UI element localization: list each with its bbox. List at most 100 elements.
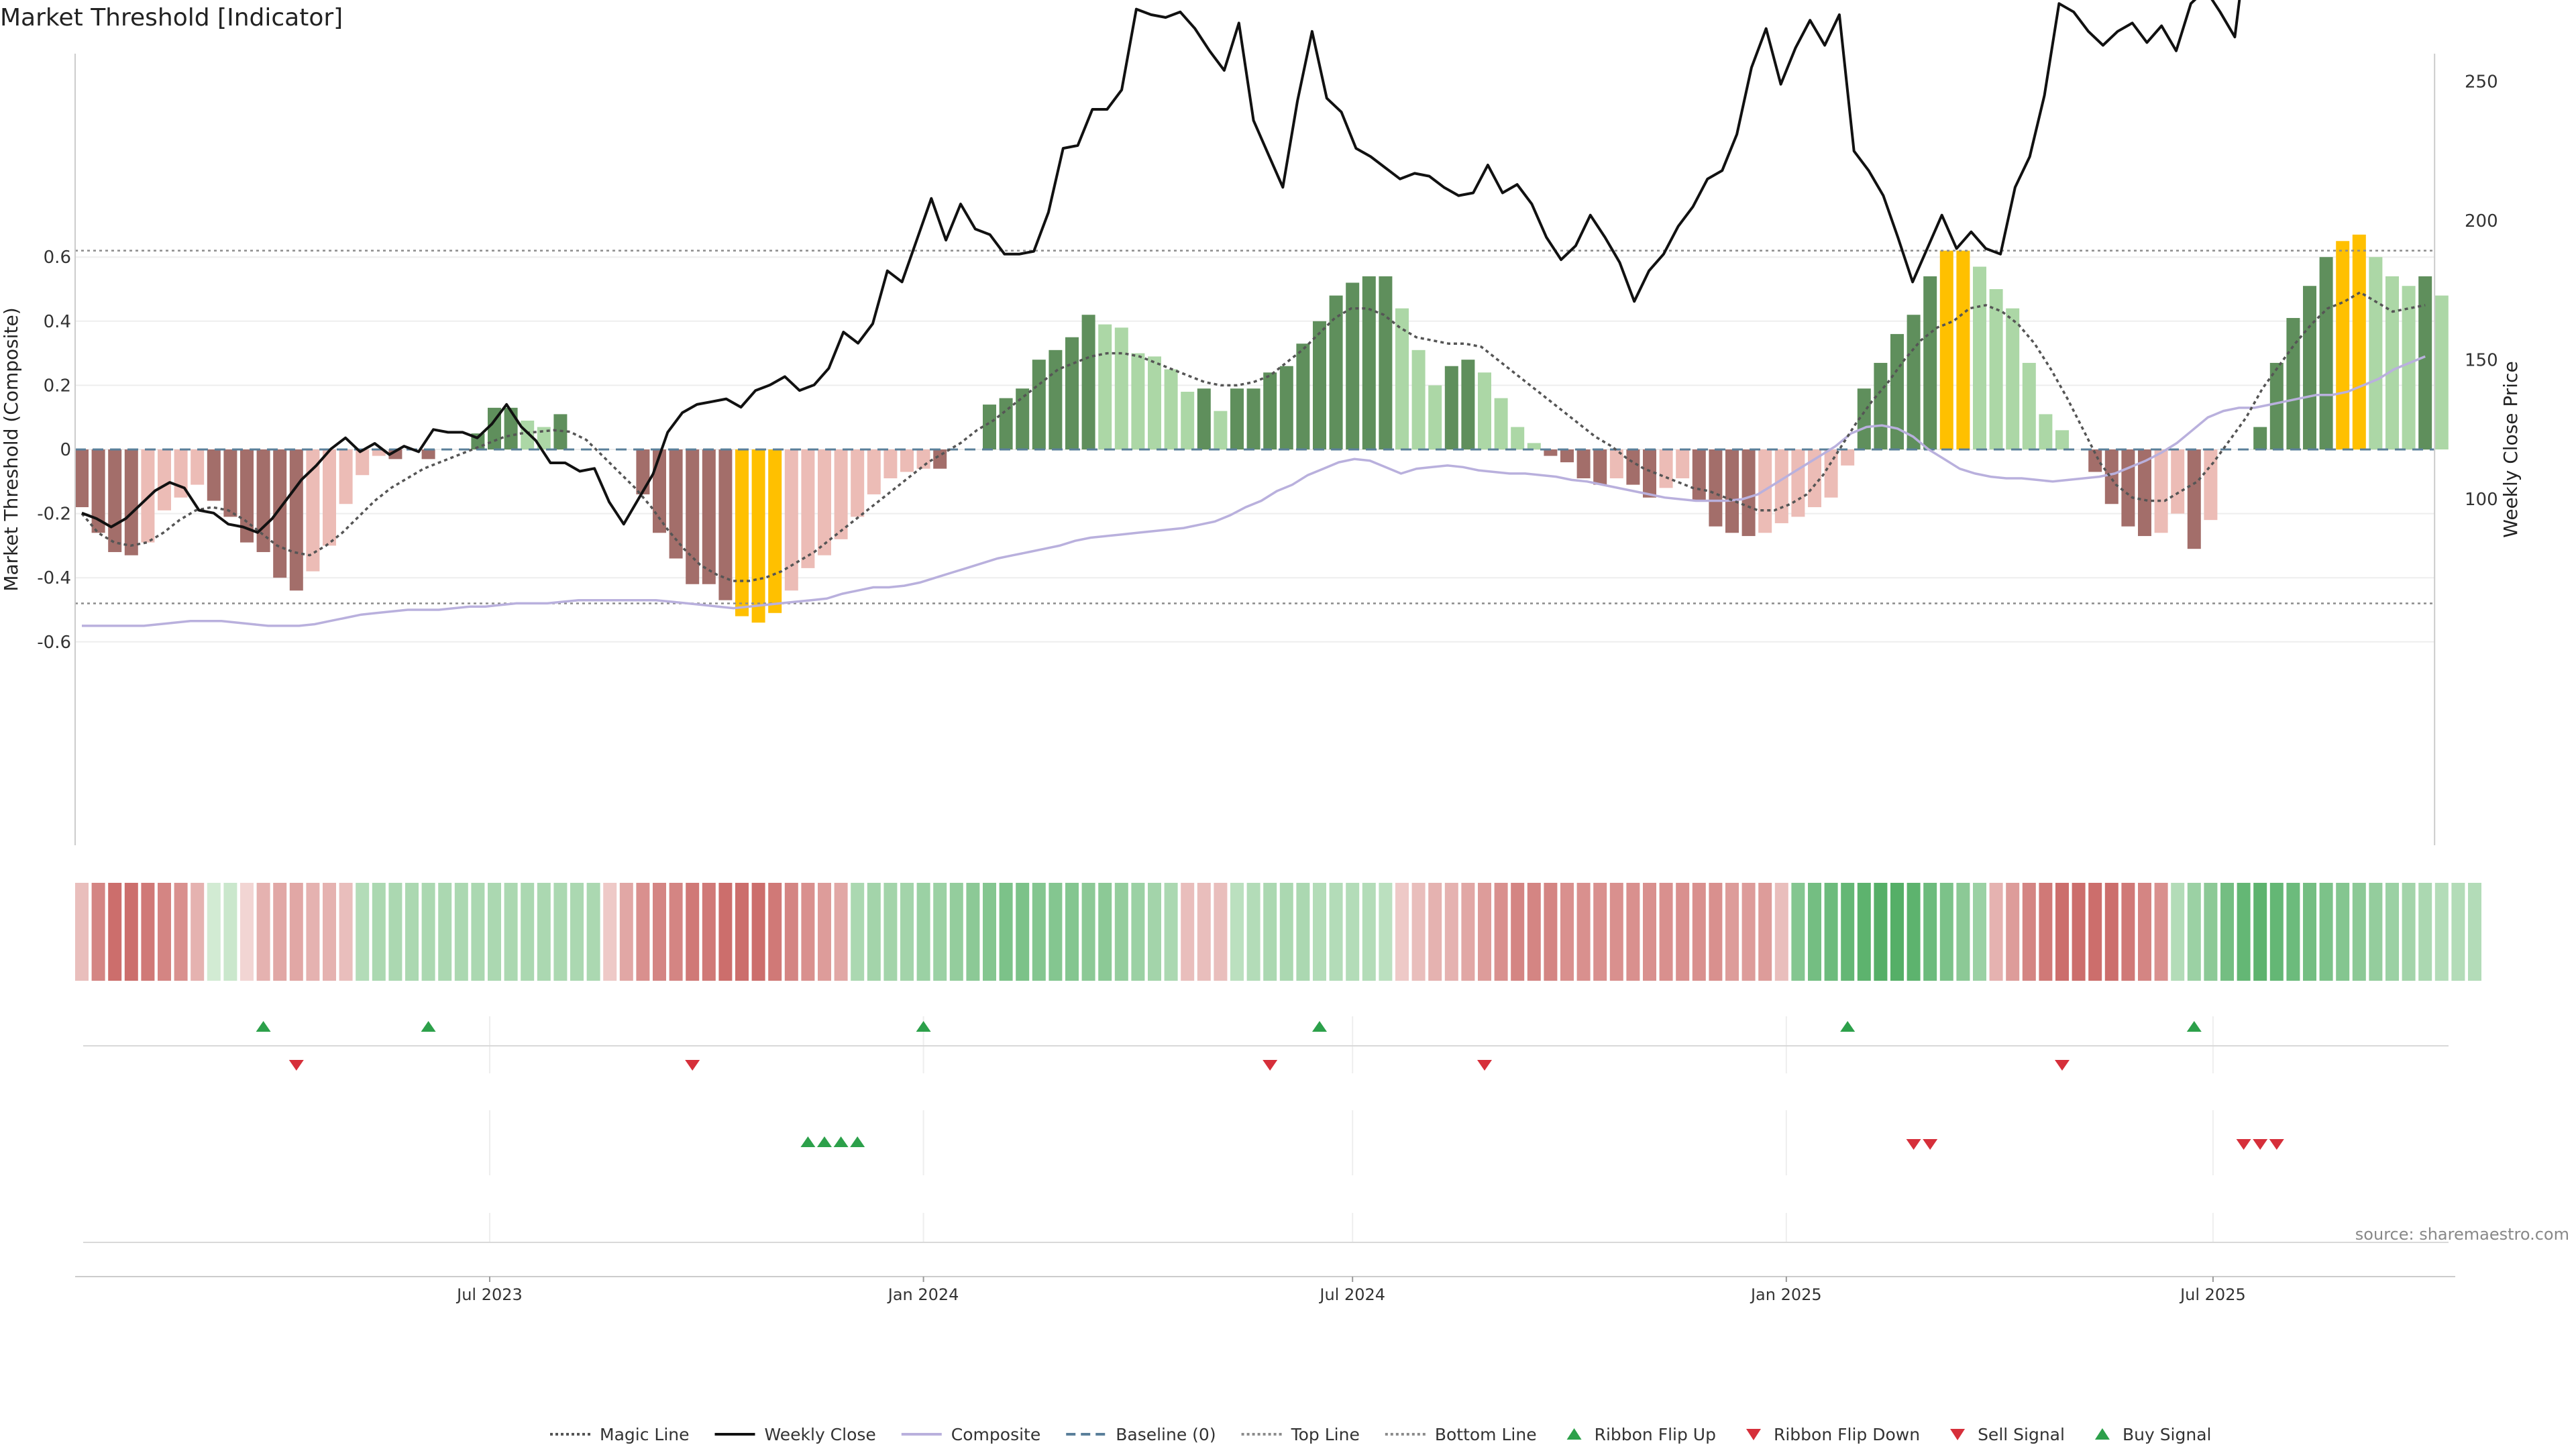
- composite-bar: [108, 449, 122, 552]
- ribbon-cell: [124, 883, 138, 981]
- ribbon-cell: [323, 883, 336, 981]
- ribbon-cell: [1444, 883, 1458, 981]
- legend: Magic Line Weekly Close Composite Baseline …: [550, 1425, 2212, 1444]
- composite-bar: [1709, 449, 1723, 527]
- ribbon-cell: [1016, 883, 1030, 981]
- ribbon-cell: [405, 883, 419, 981]
- legend-label: Baseline (0): [1116, 1425, 1216, 1444]
- ribbon-cell: [1791, 883, 1805, 981]
- buy-signal-marker: [850, 1136, 865, 1147]
- ribbon-cell: [488, 883, 501, 981]
- composite-bar: [256, 449, 270, 552]
- legend-item: Sell Signal: [1950, 1425, 2065, 1444]
- ribbon-cell: [2352, 883, 2366, 981]
- ribbon-cell: [2220, 883, 2234, 981]
- ribbon-cell: [2269, 883, 2284, 981]
- composite-bar: [900, 449, 914, 472]
- composite-bar: [2039, 414, 2053, 449]
- composite-bar: [1511, 427, 1525, 449]
- ribbon-cell: [1576, 883, 1591, 981]
- composite-bar: [669, 449, 683, 559]
- composite-bar: [2369, 257, 2383, 449]
- ribbon-cell: [2369, 883, 2383, 981]
- ribbon-cell: [2286, 883, 2300, 981]
- ribbon-cell: [1841, 883, 1855, 981]
- ribbon-cell: [1164, 883, 1178, 981]
- composite-bar: [1214, 411, 1228, 449]
- composite-bar: [2434, 295, 2449, 449]
- left-tick-label: -0.4: [37, 568, 71, 588]
- ribbon-cell: [1659, 883, 1673, 981]
- ribbon-cell: [1296, 883, 1310, 981]
- ribbon-cell: [751, 883, 765, 981]
- ribbon-cell: [2088, 883, 2102, 981]
- composite-bar: [1313, 321, 1326, 449]
- ribbon-cell: [1973, 883, 1986, 981]
- buy-signal-marker: [833, 1136, 849, 1147]
- ribbon-cell: [2121, 883, 2135, 981]
- ribbon-cell: [537, 883, 551, 981]
- left-y-axis-label: Market Threshold (Composite): [0, 307, 22, 591]
- ribbon-cell: [983, 883, 996, 981]
- legend-item: Ribbon Flip Up: [1566, 1425, 1716, 1444]
- ribbon-cell: [1461, 883, 1475, 981]
- ribbon-cell: [2055, 883, 2069, 981]
- legend-label: Weekly Close: [765, 1425, 876, 1444]
- composite-bar: [1973, 266, 1986, 449]
- composite-bar: [306, 449, 320, 572]
- composite-bar: [735, 449, 749, 616]
- legend-label: Buy Signal: [2123, 1425, 2212, 1444]
- ribbon-cell: [1643, 883, 1656, 981]
- sell-signal-marker: [2253, 1139, 2268, 1150]
- ribbon-flip-up-marker: [916, 1021, 931, 1032]
- ribbon-cell: [174, 883, 188, 981]
- legend-swatch: [2094, 1428, 2110, 1440]
- ribbon-cell: [1049, 883, 1063, 981]
- composite-bar: [1131, 353, 1145, 449]
- left-tick-label: -0.2: [37, 504, 71, 525]
- composite-bar: [1279, 366, 1293, 449]
- composite-bar: [1874, 362, 1888, 449]
- ribbon-flip-up-marker: [2186, 1021, 2202, 1032]
- ribbon-cell: [2204, 883, 2218, 981]
- ribbon-cell: [1758, 883, 1772, 981]
- right-y-axis: 100150200250300350: [2434, 54, 2498, 845]
- ribbon-cell: [2451, 883, 2465, 981]
- legend-item: Baseline (0): [1066, 1425, 1216, 1444]
- composite-bar: [1148, 356, 1161, 449]
- ribbon-cell: [1874, 883, 1888, 981]
- ribbon-cell: [1939, 883, 1953, 981]
- ribbon-cell: [1709, 883, 1723, 981]
- composite-bar: [1098, 324, 1112, 449]
- composite-bar: [2204, 449, 2218, 521]
- composite-bar: [1230, 388, 1244, 449]
- ribbon-cell: [619, 883, 633, 981]
- ribbon-cell: [388, 883, 402, 981]
- ribbon-cell: [1478, 883, 1491, 981]
- composite-bar: [2055, 430, 2069, 449]
- ribbon-cell: [108, 883, 122, 981]
- composite-bar: [2171, 449, 2185, 514]
- sell-signal-marker: [2236, 1139, 2251, 1150]
- composite-bar: [851, 449, 865, 517]
- composite-bar: [2138, 449, 2151, 537]
- composite-bars: [75, 234, 2449, 623]
- weekly-close-line: [81, 0, 2241, 534]
- ribbon-cell: [1346, 883, 1360, 981]
- ribbon-cell: [2072, 883, 2086, 981]
- composite-bar: [636, 449, 650, 494]
- ribbon-cell: [471, 883, 485, 981]
- composite-bar: [1923, 276, 1937, 449]
- composite-bar: [1379, 276, 1393, 449]
- composite-bar: [834, 449, 848, 539]
- legend-swatch: [1950, 1429, 1966, 1440]
- ribbon-cell: [851, 883, 865, 981]
- composite-bar: [1049, 350, 1063, 449]
- ribbon-cell: [2418, 883, 2432, 981]
- composite-bar: [1164, 369, 1178, 449]
- ribbon-cell: [1494, 883, 1508, 981]
- composite-bar: [718, 449, 733, 600]
- ribbon-cell: [1411, 883, 1426, 981]
- ribbon-cell: [1329, 883, 1343, 981]
- signal-panels: [83, 1016, 2449, 1243]
